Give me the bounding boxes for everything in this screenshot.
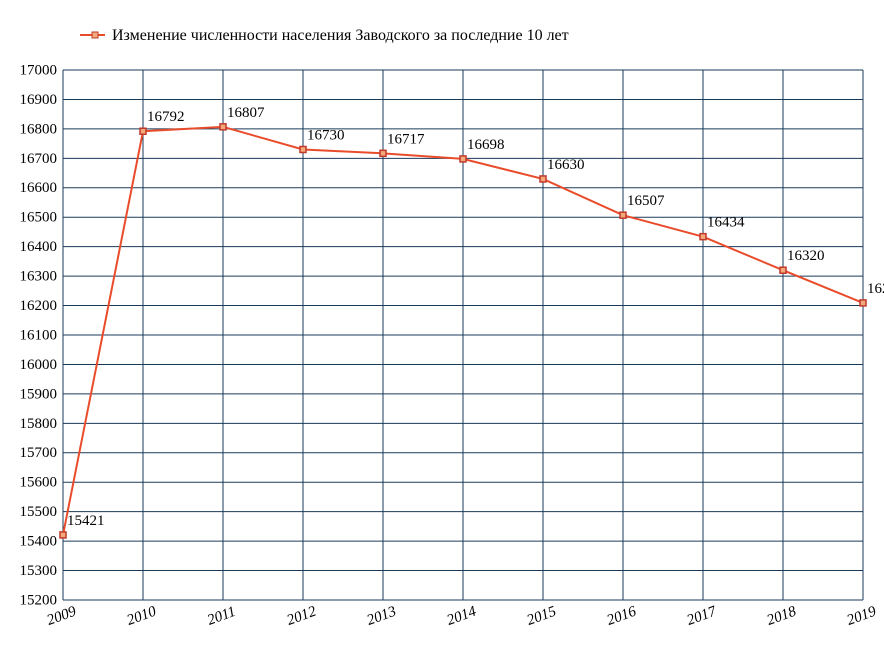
data-label: 16730 [307,128,345,144]
data-label: 16507 [627,193,665,209]
data-marker [540,176,546,182]
data-label: 16698 [467,137,505,153]
y-tick-label: 16700 [20,151,58,167]
y-tick-label: 16900 [20,92,58,108]
y-tick-label: 16300 [20,269,58,285]
y-tick-label: 16800 [20,121,58,137]
data-label: 15421 [67,513,105,529]
y-tick-label: 16600 [20,180,58,196]
data-marker [700,234,706,240]
y-tick-label: 15200 [20,592,58,608]
y-tick-label: 16500 [20,210,58,226]
data-label: 16717 [387,131,425,147]
y-tick-label: 16000 [20,357,58,373]
data-label: 16434 [707,215,745,231]
data-marker [140,128,146,134]
y-tick-label: 15300 [20,563,58,579]
y-tick-label: 15400 [20,534,58,550]
data-label: 16320 [787,248,825,264]
legend-marker [92,32,98,38]
y-tick-label: 15700 [20,445,58,461]
y-tick-label: 15900 [20,386,58,402]
y-tick-label: 16400 [20,239,58,255]
y-tick-label: 17000 [20,62,58,78]
legend-label: Изменение численности населения Заводско… [112,27,569,44]
data-label: 16807 [227,105,265,121]
chart-background [0,0,884,650]
data-marker [620,212,626,218]
data-marker [300,147,306,153]
population-line-chart: 15200 15300 15400 15500 15600 15700 15800 15900… [0,0,884,650]
data-label: 16630 [547,157,585,173]
y-tick-label: 15800 [20,416,58,432]
y-tick-label: 16200 [20,298,58,314]
data-marker [780,267,786,273]
y-tick-label: 15600 [20,475,58,491]
data-marker [380,150,386,156]
data-marker [860,300,866,306]
data-marker [460,156,466,162]
data-label: 16209 [867,281,884,297]
data-label: 16792 [147,109,185,125]
data-marker [220,124,226,130]
chart-container: 15200 15300 15400 15500 15600 15700 15800 15900… [0,0,884,650]
y-tick-label: 16100 [20,327,58,343]
y-tick-label: 15500 [20,504,58,520]
data-marker [60,532,66,538]
